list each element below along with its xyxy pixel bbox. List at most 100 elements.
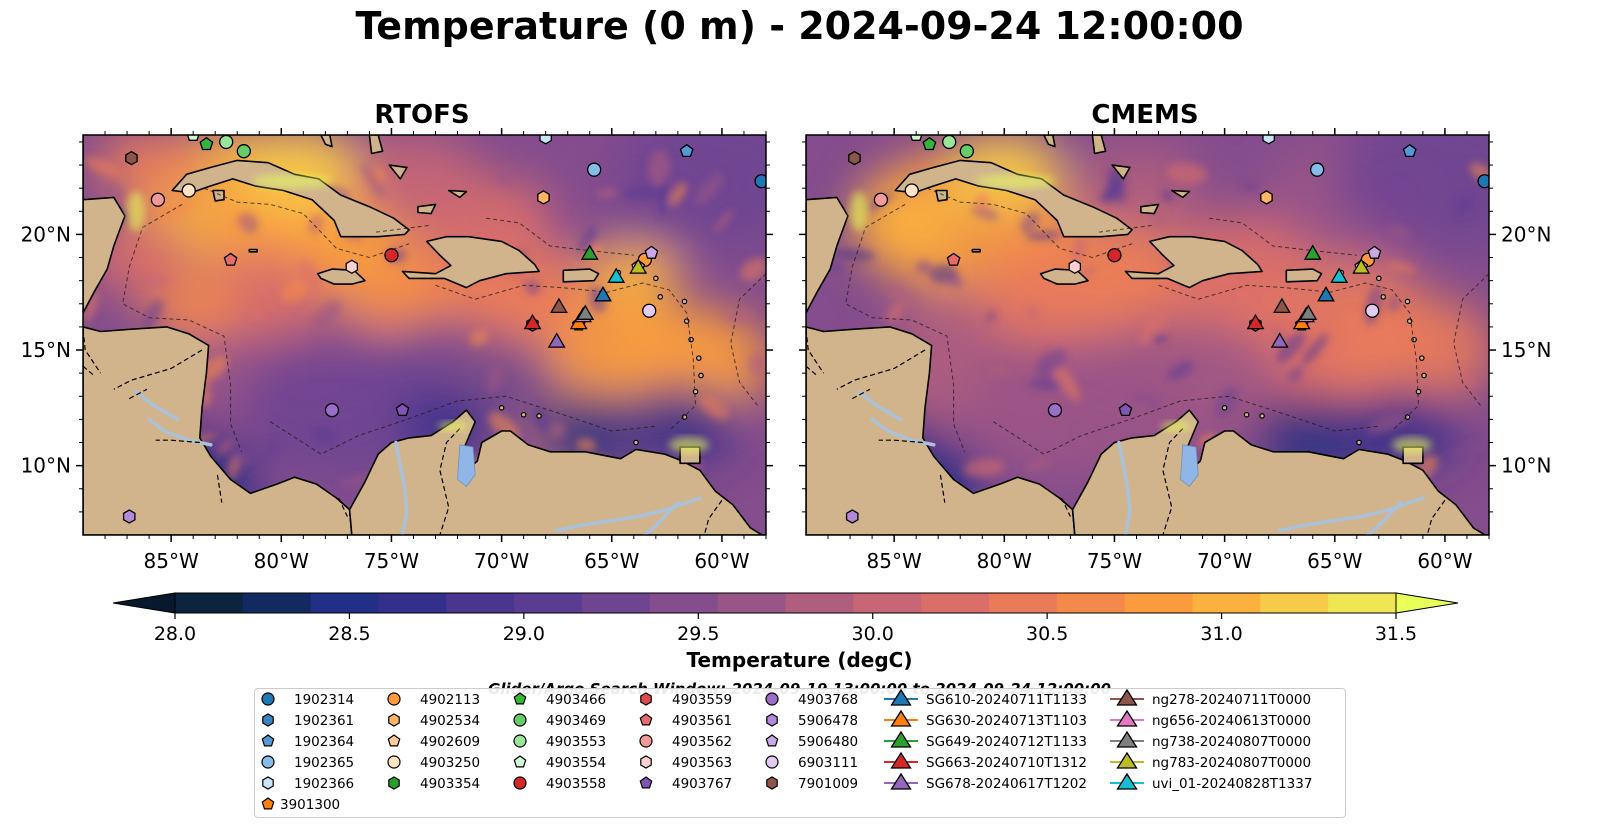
lon-tick-label: 85°W bbox=[867, 549, 922, 573]
legend-float-marker bbox=[387, 755, 401, 769]
colorbar-tick-label: 30.5 bbox=[1026, 623, 1068, 645]
colorbar-title: Temperature (degC) bbox=[686, 648, 913, 672]
float-marker-1902365 bbox=[586, 162, 602, 177]
float-marker-1902366 bbox=[539, 135, 552, 145]
map-frame bbox=[82, 134, 767, 536]
float-marker-6903111 bbox=[642, 303, 657, 318]
legend-glider-marker bbox=[1116, 751, 1138, 769]
legend-glider-marker bbox=[1116, 772, 1138, 790]
glider-marker-ng738-20240807T0000 bbox=[1299, 304, 1318, 320]
land bbox=[83, 135, 766, 535]
legend-float-marker bbox=[388, 713, 400, 727]
float-marker-4903466 bbox=[199, 136, 214, 151]
legend-float-label: 3901300 bbox=[280, 797, 340, 813]
glider-marker-ng278-20240711T0000 bbox=[1272, 297, 1291, 314]
float-marker-4902534 bbox=[1260, 190, 1273, 205]
colorbar-swatch bbox=[514, 593, 583, 613]
legend-float-marker bbox=[766, 776, 778, 790]
colorbar-tick-label: 28.0 bbox=[154, 623, 196, 645]
legend-float-label: 1902361 bbox=[294, 713, 354, 729]
map-panel-rtofs bbox=[83, 135, 766, 535]
colorbar-swatch bbox=[310, 593, 380, 613]
glider-marker-uvi_01-20240828T1337 bbox=[607, 267, 626, 283]
colorbar-tick-label: 28.5 bbox=[328, 623, 370, 645]
colorbar-swatch bbox=[785, 593, 854, 613]
float-marker-1902364 bbox=[1402, 143, 1417, 158]
legend-glider-label: SG678-20240617T1202 bbox=[926, 776, 1087, 792]
legend-float-label: 1902364 bbox=[294, 734, 354, 750]
float-marker-4903768 bbox=[1047, 402, 1063, 418]
legend-float-label: 4903354 bbox=[420, 776, 480, 792]
legend-float-marker bbox=[388, 776, 400, 790]
float-marker-4903562 bbox=[150, 192, 166, 207]
map-panel-cmems bbox=[806, 135, 1489, 535]
legend-glider-marker bbox=[1116, 730, 1138, 748]
legend-glider-marker bbox=[1116, 709, 1138, 727]
float-marker-7901009 bbox=[125, 150, 138, 166]
lon-tick-label: 80°W bbox=[254, 549, 309, 573]
legend-glider-label: ng278-20240711T0000 bbox=[1152, 692, 1311, 708]
colorbar-swatch bbox=[446, 593, 515, 613]
float-marker-4903563 bbox=[345, 259, 359, 275]
legend-float-label: 4903250 bbox=[420, 755, 480, 771]
legend-glider-label: SG649-20240712T1133 bbox=[926, 734, 1087, 750]
legend-float-label: 5906478 bbox=[798, 713, 858, 729]
float-marker-1902366 bbox=[1262, 135, 1275, 145]
colorbar-swatch bbox=[649, 593, 719, 613]
lon-tick-label: 75°W bbox=[364, 549, 419, 573]
float-marker-1902314 bbox=[754, 174, 766, 189]
legend-float-marker bbox=[262, 776, 274, 790]
legend-float-label: 4902534 bbox=[420, 713, 480, 729]
colorbar-tick-label: 30.0 bbox=[852, 623, 894, 645]
glider-marker-SG678-20240617T1202 bbox=[1270, 332, 1289, 348]
legend-float-label: 7901009 bbox=[798, 776, 858, 792]
legend-float-marker bbox=[639, 713, 653, 726]
lon-tick-label: 70°W bbox=[1197, 549, 1252, 573]
legend-float-marker bbox=[513, 776, 527, 790]
float-marker-4903768 bbox=[324, 402, 340, 418]
glider-marker-SG610-20240711T1133 bbox=[594, 286, 612, 302]
glider-marker-SG663-20240710T1312 bbox=[1246, 313, 1265, 330]
legend-float-marker bbox=[513, 734, 527, 748]
legend-float-marker bbox=[261, 734, 275, 747]
legend-float-label: 4903466 bbox=[546, 692, 606, 708]
float-marker-4903561 bbox=[946, 252, 961, 266]
float-marker-7901009 bbox=[848, 150, 861, 166]
float-marker-4903767 bbox=[395, 402, 410, 417]
main-title: Temperature (0 m) - 2024-09-24 12:00:00 bbox=[355, 4, 1244, 48]
float-marker-4903250 bbox=[181, 183, 196, 198]
colorbar-swatch bbox=[1056, 593, 1126, 613]
glider-marker-ng783-20240807T0000 bbox=[1352, 258, 1371, 274]
legend-float-label: 4903554 bbox=[546, 755, 606, 771]
lon-tick-label: 65°W bbox=[584, 549, 639, 573]
float-marker-4903466 bbox=[922, 136, 937, 151]
legend-float-marker bbox=[639, 776, 653, 789]
legend-glider-marker bbox=[890, 772, 912, 790]
float-marker-4903558 bbox=[384, 248, 399, 263]
legend-float-label: 4902609 bbox=[420, 734, 480, 750]
colorbar-swatch bbox=[582, 593, 651, 613]
legend-glider-label: SG663-20240710T1312 bbox=[926, 755, 1087, 771]
legend-glider-label: ng738-20240807T0000 bbox=[1152, 734, 1311, 750]
legend-glider-marker bbox=[1116, 689, 1138, 706]
legend-float-label: 4903563 bbox=[672, 755, 732, 771]
legend-float-marker bbox=[387, 734, 401, 747]
float-marker-4903554 bbox=[186, 135, 200, 141]
float-marker-4903469 bbox=[959, 144, 974, 159]
observation-markers bbox=[845, 135, 1489, 524]
lon-tick-label: 65°W bbox=[1307, 549, 1362, 573]
glider-marker-SG678-20240617T1202 bbox=[547, 332, 566, 348]
legend-float-marker bbox=[513, 755, 527, 768]
legend-glider-marker bbox=[890, 751, 912, 769]
legend-glider-marker bbox=[890, 709, 912, 727]
legend-float-label: 4903553 bbox=[546, 734, 606, 750]
lat-tick-label: 10°N bbox=[1501, 454, 1551, 478]
float-marker-5906480 bbox=[644, 245, 659, 259]
float-marker-4903553 bbox=[942, 135, 957, 150]
legend-float-label: 1902366 bbox=[294, 776, 354, 792]
glider-marker-ng278-20240711T0000 bbox=[549, 297, 568, 314]
legend-float-marker bbox=[765, 692, 779, 706]
colorbar-swatch bbox=[717, 593, 787, 613]
legend-float-marker bbox=[639, 734, 653, 748]
float-marker-5906478 bbox=[845, 509, 859, 524]
